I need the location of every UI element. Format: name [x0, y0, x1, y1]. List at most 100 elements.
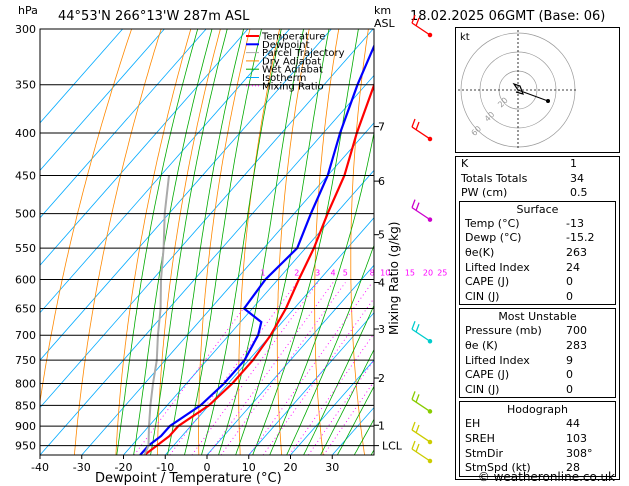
dry-adiabat-line: [350, 29, 369, 455]
row-label: Temp (°C): [465, 216, 520, 230]
wind-barb-dot: [427, 136, 433, 142]
table-row: CAPE (J) 0: [460, 368, 615, 383]
storm-motion-point: [546, 99, 550, 103]
wind-barb-flag: [415, 202, 420, 211]
wet-adiabat-line: [286, 244, 374, 455]
mixing-ratio-label: 25: [437, 269, 447, 278]
wind-barb-staff: [411, 207, 431, 221]
temperature-tick-label: 20: [284, 461, 298, 474]
row-value: 9: [566, 353, 573, 367]
height-tick-label: 4: [378, 277, 385, 290]
table-row: Dewp (°C) -15.2: [460, 231, 615, 246]
mixing-ratio-label: 20: [423, 269, 433, 278]
table-row: SREH 103: [460, 432, 615, 447]
hodograph-title: Hodograph: [507, 403, 568, 417]
dry-adiabat-line: [276, 29, 310, 455]
hodograph-section: Hodograph EH 44 SREH 103 StmDir 308° StmSpd (k…: [459, 401, 616, 477]
row-value: 44: [566, 417, 580, 431]
wet-adiabat-line: [116, 29, 199, 455]
dry-adiabat-line: [40, 29, 132, 405]
row-value: 0.5: [570, 186, 588, 200]
isotherm-line: [123, 169, 374, 455]
wind-barb-flag: [411, 421, 416, 431]
row-label: Dewp (°C): [465, 231, 522, 245]
storm-motion-vector: [517, 89, 549, 102]
parcel-trajectory-line: [143, 175, 170, 455]
wind-barb-dot: [427, 439, 433, 445]
surface-section: Surface Temp (°C) -13 Dewp (°C) -15.2 θe(K) 2…: [459, 200, 616, 306]
sounding-series: [139, 43, 374, 455]
km-label: km: [374, 4, 391, 17]
wind-barb-staff: [411, 328, 431, 342]
table-row: Pressure (mb) 700: [460, 324, 615, 339]
table-row: PW (cm) 0.5: [456, 186, 619, 201]
datetime-title: 18.02.2025 06GMT (Base: 06): [410, 9, 605, 24]
wind-barb: [411, 118, 433, 142]
pressure-tick-label: 300: [15, 23, 36, 36]
mixing-ratio-label: 3: [315, 269, 320, 278]
mixing-ratio-line: [288, 332, 374, 455]
isotherm-line: [40, 29, 249, 266]
temperature-tick-label: -40: [31, 461, 49, 474]
row-label: Lifted Index: [465, 260, 530, 274]
wet-adiabat-line: [252, 29, 359, 455]
row-label: SREH: [465, 431, 495, 445]
row-value: 0: [566, 382, 573, 396]
pressure-tick-label: 850: [15, 399, 36, 412]
mixing-ratio-label: 10: [380, 269, 390, 278]
temperature-axis: -40 -30 -20 -10 0 10 20 30: [31, 455, 339, 474]
height-axis: 7 6 5 4 3 2 1 LCL: [374, 121, 403, 453]
wind-barb-dot: [427, 338, 433, 344]
pressure-tick-label: 700: [15, 329, 36, 342]
dry-adiabat-line: [198, 29, 251, 455]
wind-barb-flag: [411, 199, 416, 208]
temperature-tick-label: -20: [115, 461, 133, 474]
row-label: PW (cm): [461, 186, 508, 200]
table-row: Lifted Index 9: [460, 354, 615, 369]
lcl-label: LCL: [382, 440, 403, 453]
isotherm-line: [40, 29, 165, 171]
row-label: StmSpd (kt): [465, 461, 531, 475]
legend-label: Isotherm: [262, 73, 306, 84]
row-value: 34: [570, 171, 584, 185]
isotherm-line: [40, 29, 123, 124]
row-value: 24: [566, 260, 580, 274]
wind-barb-flag: [415, 121, 420, 131]
hodograph-trace: [512, 82, 524, 95]
wind-barb: [411, 440, 433, 464]
wet-adiabat-line: [150, 29, 228, 455]
table-row: Lifted Index 24: [460, 261, 615, 276]
wind-barb-dot: [427, 409, 433, 414]
x-axis-title: Dewpoint / Temperature (°C): [95, 471, 282, 486]
row-label: StmDir: [465, 446, 504, 460]
row-label: Pressure (mb): [465, 324, 542, 338]
row-value: -15.2: [566, 231, 595, 245]
mixing-ratio-label: 4: [331, 269, 336, 278]
height-tick-label: 5: [378, 229, 385, 242]
table-row: StmDir 308°: [460, 447, 615, 462]
table-row: θe(K) 263: [460, 246, 615, 261]
pressure-tick-label: 600: [15, 274, 36, 287]
row-value: 103: [566, 431, 587, 445]
dry-adiabat-line: [314, 29, 340, 455]
temperature-tick-label: 30: [325, 461, 339, 474]
row-value: 0: [566, 368, 573, 382]
row-label: CAPE (J): [465, 275, 510, 289]
wind-barb-flag: [411, 118, 416, 128]
row-label: Lifted Index: [465, 353, 530, 367]
wet-adiabat-line: [269, 130, 374, 455]
pressure-tick-label: 350: [15, 79, 36, 92]
hodograph-ring-label: 20: [496, 96, 510, 110]
pressure-tick-label: 800: [15, 378, 36, 391]
mixing-ratio-labels: 1 2 3 4 5 8 10 15 20 25: [260, 269, 447, 278]
wind-barb-staff: [411, 126, 431, 140]
row-label: CAPE (J): [465, 368, 510, 382]
row-value: 1: [570, 157, 577, 170]
dry-adiabat-line: [156, 29, 221, 455]
legend-label: Wet Adiabat: [262, 65, 323, 76]
pressure-tick-label: 900: [15, 420, 36, 433]
wind-barb-staff: [411, 429, 431, 443]
temperature-tick-label: -30: [73, 461, 91, 474]
height-tick-label: 2: [378, 372, 385, 385]
